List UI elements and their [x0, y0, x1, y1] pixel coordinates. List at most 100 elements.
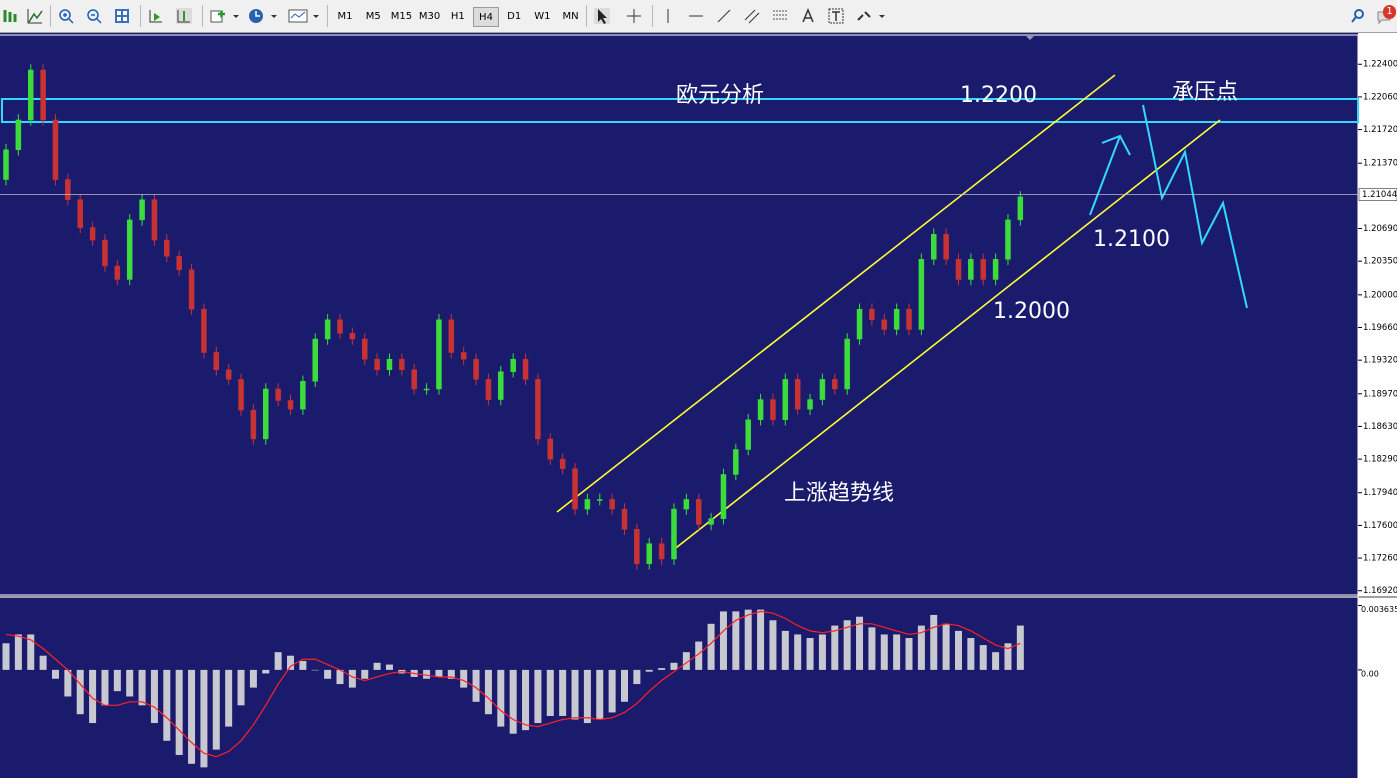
periods[interactable]	[248, 8, 278, 24]
histogram-bar	[868, 627, 876, 670]
histogram-bar	[856, 616, 864, 670]
horizontal-line[interactable]	[688, 8, 704, 24]
trendline[interactable]	[716, 8, 732, 24]
text-label[interactable]	[828, 8, 844, 24]
candle-body	[980, 259, 986, 280]
candle-body	[27, 69, 34, 121]
arrows[interactable]	[856, 8, 886, 24]
candle-body	[473, 358, 479, 380]
histogram-bar	[534, 669, 542, 724]
candle-body	[658, 543, 665, 560]
candle-body	[40, 69, 46, 121]
histogram-bar	[113, 669, 121, 692]
candle-body	[918, 259, 925, 330]
separator	[586, 5, 587, 27]
projected-path	[1142, 104, 1248, 309]
vertical-line[interactable]	[660, 8, 676, 24]
histogram-bar	[893, 634, 901, 670]
search[interactable]	[1350, 8, 1366, 24]
y-tick-label: 1.17600	[1363, 521, 1397, 531]
histogram-bar	[979, 645, 987, 670]
toolbar: M1 M5 M15 M30 H1 H4 D1 W1 MN 1	[0, 0, 1397, 33]
timeframe-button[interactable]: D1	[507, 11, 522, 22]
candle-body	[176, 256, 182, 271]
candle-body	[881, 319, 888, 330]
y-tick-label: 1.20350	[1363, 257, 1397, 267]
annotation: 1.2200	[960, 83, 1037, 108]
auto-scroll[interactable]	[148, 8, 164, 24]
cursor[interactable]	[594, 8, 610, 24]
histogram-bar	[781, 630, 789, 670]
notification-badge[interactable]: 1	[1383, 5, 1396, 19]
histogram-bar	[497, 669, 505, 727]
annotation: 1.2100	[1093, 227, 1170, 252]
fibonacci[interactable]	[772, 8, 788, 24]
histogram-bar	[967, 637, 975, 670]
candle-body	[683, 499, 690, 510]
candle-body	[460, 352, 467, 360]
y-tick-label: 1.17940	[1363, 488, 1397, 498]
crosshair[interactable]	[626, 8, 642, 24]
histogram-bar	[274, 652, 282, 670]
timeframe-button[interactable]: W1	[534, 11, 551, 22]
timeframe-button[interactable]: M1	[337, 11, 353, 22]
channel[interactable]	[744, 8, 760, 24]
candle-body	[955, 259, 962, 280]
separator	[202, 5, 203, 27]
templates[interactable]	[288, 8, 320, 24]
candle-body	[213, 352, 220, 371]
price-axis-background	[1358, 33, 1397, 778]
indicators[interactable]	[210, 8, 240, 24]
histogram-bar	[76, 669, 84, 715]
separator	[327, 5, 328, 27]
timeframe-button[interactable]: M15	[390, 11, 413, 22]
timeframe-button[interactable]: M30	[418, 11, 441, 22]
timeframe-button[interactable]: M5	[365, 11, 381, 22]
line-icon[interactable]	[27, 8, 43, 24]
candle-body	[819, 379, 826, 400]
zoom-out[interactable]	[86, 8, 102, 24]
candle-body	[337, 319, 343, 334]
histogram-bar	[14, 634, 22, 670]
chart-background	[0, 33, 1358, 778]
candle-body	[708, 518, 714, 525]
candle-body	[597, 499, 603, 501]
candle-body	[114, 265, 121, 280]
y-tick-label: 1.19320	[1363, 356, 1397, 366]
candle-body	[869, 308, 875, 321]
candle-body	[374, 358, 380, 371]
timeframe-button[interactable]: MN	[562, 11, 579, 22]
candle-body	[931, 234, 937, 260]
histogram-bar	[621, 669, 628, 702]
candle-body	[695, 499, 702, 525]
candle-body	[324, 319, 331, 340]
candle-body	[52, 119, 59, 180]
tile-windows[interactable]	[114, 8, 130, 24]
candle-body	[423, 388, 430, 391]
histogram-bar	[633, 669, 641, 685]
timeframe-button[interactable]: H1	[450, 11, 465, 22]
candle-body	[250, 409, 257, 440]
candle-body	[794, 379, 801, 410]
histogram-bar	[571, 669, 579, 720]
chart-bar-icon[interactable]	[2, 8, 18, 24]
y-tick-label: 1.21370	[1363, 159, 1397, 169]
candle-body	[757, 399, 764, 420]
text-tool[interactable]	[800, 8, 816, 24]
candle-body	[634, 528, 640, 565]
marks: 1.22400 1.22060 1.21720 1.21370 1.20690 1.203…	[0, 60, 1397, 768]
histogram-bar	[237, 669, 245, 706]
timeframe-button[interactable]: H4	[473, 7, 499, 27]
candle-body	[263, 388, 269, 440]
histogram-bar	[373, 662, 381, 670]
histogram-bar	[423, 669, 431, 679]
y-tick-label: 1.17260	[1363, 554, 1397, 564]
candle-body	[287, 400, 294, 410]
chart-shift[interactable]	[176, 8, 192, 24]
histogram-bar	[311, 669, 319, 671]
histogram-bar	[200, 669, 208, 768]
zoom-in[interactable]	[58, 8, 74, 24]
candle-body	[3, 149, 9, 180]
candle-body	[609, 499, 615, 510]
candle-body	[856, 308, 863, 340]
